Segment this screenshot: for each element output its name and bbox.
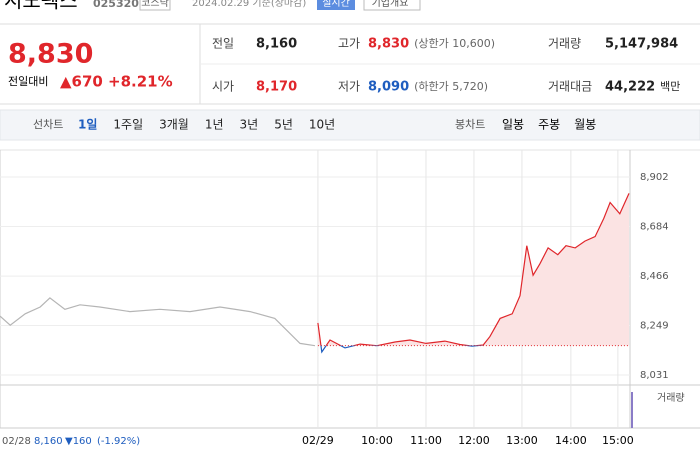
company-btn[interactable] [363, 0, 421, 11]
market: 코스닥 [141, 0, 169, 9]
tab[interactable]: 1주일 [113, 118, 143, 132]
stat-extra: (상한가 10,600) [414, 37, 495, 50]
stock-code: 025320 [93, 0, 139, 10]
y-tick-label: 8,902 [640, 172, 669, 183]
x-tick-label: 11:00 [410, 434, 442, 447]
price-diff: ▲670 [60, 73, 103, 91]
x-tick-label: 15:00 [602, 434, 634, 447]
tab-label: 봉차트 [455, 118, 485, 131]
x-tick-label: 02/29 [302, 434, 334, 447]
volume-decoration [631, 392, 633, 428]
footer-date: 02/28 [2, 436, 31, 447]
stat-label: 전일 [212, 37, 234, 51]
stat-value: 8,090 [368, 80, 409, 95]
realtime-btn[interactable] [317, 0, 355, 10]
stat-extra: (하한가 5,720) [414, 79, 488, 93]
stock-name: 시노펙스 [4, 0, 78, 13]
stat-extra: 백만 [660, 80, 680, 93]
y-tick-label: 8,249 [640, 320, 669, 331]
volume-label: 거래량 [657, 392, 685, 404]
stat-value: 8,170 [256, 80, 297, 95]
stat-value: 8,830 [368, 37, 409, 52]
stat-label: 거래대금 [548, 80, 592, 94]
y-tick-label: 8,684 [640, 222, 669, 233]
tab[interactable]: 주봉 [538, 118, 560, 132]
area [317, 193, 630, 346]
x-tick-label: 12:00 [458, 434, 490, 447]
tab[interactable]: 1년 [205, 118, 224, 132]
stat-value: 5,147,984 [605, 37, 678, 52]
x-tick-label: 13:00 [506, 434, 538, 447]
y-tick-label: 8,466 [640, 271, 669, 282]
tab[interactable]: 5년 [274, 118, 293, 132]
market-tag [139, 0, 171, 11]
x-tick-label: 10:00 [361, 434, 393, 447]
stat-label: 시가 [212, 80, 234, 94]
stat-label: 거래량 [548, 37, 581, 51]
stat-label: 고가 [338, 37, 360, 51]
price-now: 8,830 [8, 39, 93, 70]
price-diff-label: 전일대비 [8, 74, 48, 88]
tab-label: 선차트 [33, 118, 63, 131]
tab[interactable]: 3년 [240, 118, 259, 132]
realtime[interactable]: 실시간 [322, 0, 350, 9]
stat-value: 44,222 [605, 80, 655, 95]
stat-value: 8,160 [256, 37, 297, 52]
date: 2024.02.29 기준(장마감) [192, 0, 306, 9]
tab[interactable]: 월봉 [574, 118, 596, 132]
y-tick-label: 8,031 [640, 370, 669, 381]
tab-bar [0, 109, 700, 141]
x-tick-label: 14:00 [555, 434, 587, 447]
tab[interactable]: 일봉 [502, 118, 524, 132]
company[interactable]: 기업개요 [372, 0, 409, 9]
price-line [317, 193, 630, 346]
footer-close: 8,160 [34, 436, 63, 447]
footer-rate: (-1.92%) [97, 436, 140, 447]
tab[interactable]: 1일 [78, 118, 97, 132]
footer-diff: ▼160 [65, 436, 92, 447]
prev-line [0, 297, 316, 347]
price-rate: +8.21% [108, 73, 173, 91]
tab[interactable]: 10년 [309, 118, 335, 132]
tab[interactable]: 3개월 [159, 118, 189, 132]
stat-label: 저가 [338, 80, 360, 94]
